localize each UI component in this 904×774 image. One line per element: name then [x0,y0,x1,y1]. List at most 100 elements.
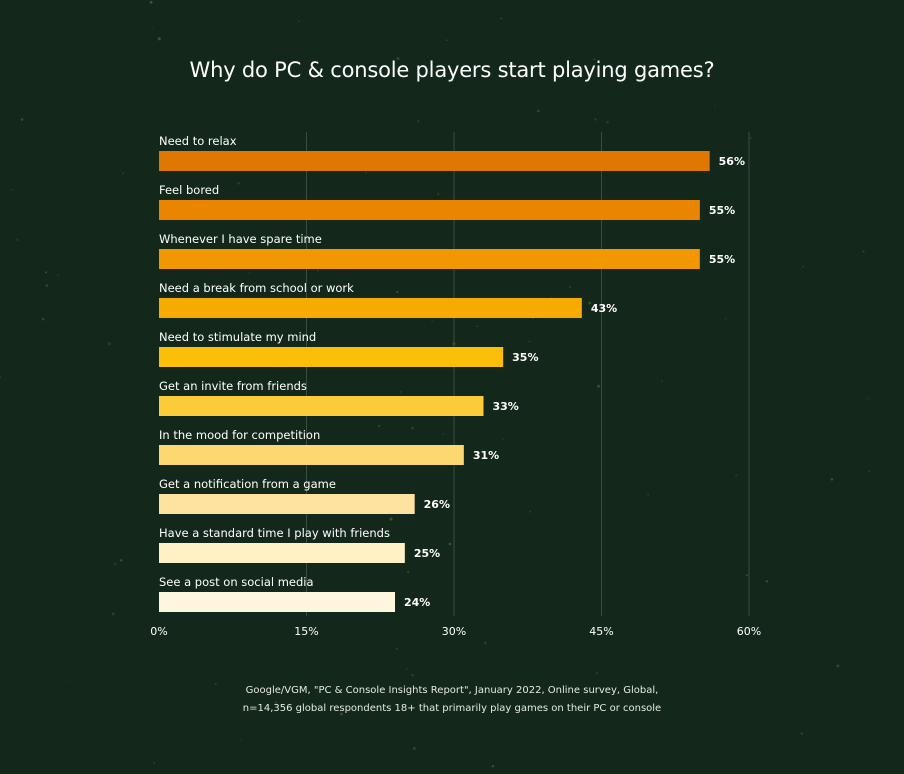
chart-title: Why do PC & console players start playin… [189,58,715,82]
bar [159,249,700,269]
bar-value-label: 33% [493,400,519,413]
background-dot [537,109,540,113]
background-dot [596,384,601,388]
background-dot [11,189,13,191]
background-dot [0,376,2,379]
background-dot [107,342,111,346]
background-dot [214,683,217,686]
background-dot [724,318,727,320]
x-tick-label: 15% [294,625,318,638]
background-dot [365,171,367,174]
background-dot [111,612,115,616]
category-label: Get an invite from friends [159,379,307,393]
background-dot [476,325,479,328]
background-dot [502,438,504,440]
background-dot [396,56,400,60]
x-tick-label: 45% [589,625,613,638]
background-dot [862,250,865,253]
background-dot [800,732,803,735]
background-dot [167,234,170,236]
bar-value-label: 24% [404,596,430,609]
background-dot [765,580,769,583]
bar [159,298,582,318]
bar-value-label: 55% [709,253,735,266]
category-label: In the mood for competition [159,428,320,442]
category-label: Need a break from school or work [159,281,354,295]
bar [159,494,415,514]
background-dot [529,510,532,513]
x-tick-label: 30% [442,625,466,638]
source-footnote: Google/VGM, "PC & Console Insights Repor… [0,682,904,718]
background-dot [69,681,71,683]
bar-value-label: 35% [512,351,538,364]
background-dot [442,433,445,435]
background-dot [484,641,487,645]
background-dot [298,20,300,22]
background-dot [749,137,752,140]
background-dot [151,28,154,30]
bar [159,347,504,367]
background-dot [836,664,840,668]
background-dot [528,340,531,343]
background-dot [713,105,716,107]
background-dot [417,120,420,123]
category-label: Whenever I have spare time [159,232,322,246]
bar [159,543,405,563]
background-dot [588,301,592,305]
bar [159,592,395,612]
bar-value-label: 56% [719,155,745,168]
background-dot [606,121,609,124]
background-dot [149,0,153,4]
bar-value-label: 55% [709,204,735,217]
background-dot [647,493,649,496]
background-dot [866,397,869,399]
background-dot [120,559,123,562]
background-dot [412,747,416,750]
background-dot [410,426,414,430]
background-dot [594,118,597,121]
background-dot [237,181,241,185]
background-dot [45,284,48,287]
footnote-line-2: n=14,356 global respondents 18+ that pri… [242,703,662,714]
background-dot [407,570,410,573]
background-dot [807,439,809,441]
background-dot [500,17,503,20]
background-dot [41,317,45,321]
background-dot [735,474,738,477]
background-dot [377,424,381,428]
background-dot [157,37,161,41]
bar [159,396,484,416]
background-dot [45,271,48,274]
background-dot [745,574,748,577]
background-dot [121,172,125,175]
background-dot [431,320,433,322]
background-dot [448,542,452,546]
background-dot [20,118,24,121]
background-dot [569,286,571,288]
bar-value-label: 43% [591,302,617,315]
category-label: Feel bored [159,183,219,197]
background-dot [340,712,343,716]
bar-value-label: 31% [473,449,499,462]
background-dot [550,296,553,299]
background-dot [396,290,399,294]
background-dot [274,701,278,704]
background-dot [57,274,59,277]
bar [159,200,700,220]
background-dot [437,193,440,195]
category-label: Need to stimulate my mind [159,330,316,344]
category-label: Need to relax [159,134,237,148]
background-dot [400,391,402,393]
bar [159,151,710,171]
background-dot [389,517,393,521]
x-tick-label: 60% [737,625,761,638]
background-dot [596,672,598,674]
background-dot [563,65,566,68]
bar-value-label: 25% [414,547,440,560]
category-label: Get a notification from a game [159,477,336,491]
background-dot [593,58,596,61]
footnote-line-1: Google/VGM, "PC & Console Insights Repor… [245,685,659,696]
background-dot [830,477,834,481]
